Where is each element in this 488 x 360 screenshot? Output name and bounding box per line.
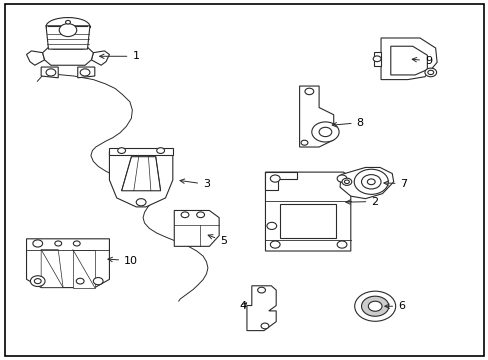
Circle shape — [46, 69, 56, 76]
Text: 9: 9 — [411, 56, 431, 66]
Circle shape — [73, 241, 80, 246]
Circle shape — [301, 140, 307, 145]
Text: 5: 5 — [208, 235, 226, 246]
Polygon shape — [280, 204, 335, 238]
Circle shape — [341, 178, 351, 185]
Polygon shape — [26, 51, 44, 65]
Text: 2: 2 — [345, 197, 378, 207]
Circle shape — [181, 212, 188, 218]
Circle shape — [76, 278, 84, 284]
Polygon shape — [174, 211, 219, 246]
Circle shape — [372, 56, 380, 62]
Circle shape — [80, 69, 90, 76]
Circle shape — [311, 122, 338, 142]
Polygon shape — [109, 151, 172, 207]
Polygon shape — [78, 67, 95, 78]
Circle shape — [261, 323, 268, 329]
Text: 7: 7 — [383, 179, 407, 189]
Circle shape — [366, 179, 374, 185]
Text: 3: 3 — [180, 179, 210, 189]
Polygon shape — [299, 86, 333, 147]
Polygon shape — [109, 148, 172, 155]
Text: 6: 6 — [384, 301, 404, 311]
Polygon shape — [41, 249, 63, 288]
Polygon shape — [390, 46, 427, 75]
Circle shape — [65, 21, 70, 24]
Circle shape — [319, 127, 331, 136]
Polygon shape — [373, 51, 380, 66]
Polygon shape — [246, 286, 276, 330]
Circle shape — [424, 68, 436, 77]
Polygon shape — [26, 239, 109, 288]
Circle shape — [59, 24, 77, 37]
Polygon shape — [41, 67, 58, 78]
Circle shape — [270, 175, 280, 182]
Circle shape — [118, 148, 125, 153]
Circle shape — [34, 279, 41, 284]
Polygon shape — [91, 51, 109, 65]
Circle shape — [336, 175, 346, 182]
Circle shape — [353, 169, 387, 194]
Circle shape — [367, 301, 381, 311]
Text: 4: 4 — [239, 301, 246, 311]
Polygon shape — [46, 26, 90, 49]
Polygon shape — [73, 249, 95, 288]
Circle shape — [344, 180, 348, 184]
Circle shape — [196, 212, 204, 218]
Circle shape — [427, 70, 433, 75]
Text: 8: 8 — [331, 118, 363, 128]
Polygon shape — [42, 47, 93, 65]
Circle shape — [136, 199, 146, 206]
Circle shape — [93, 278, 103, 285]
Text: 10: 10 — [108, 256, 138, 266]
Text: 1: 1 — [100, 51, 139, 61]
Circle shape — [30, 276, 45, 287]
Circle shape — [157, 148, 164, 153]
Polygon shape — [122, 157, 160, 191]
Circle shape — [361, 296, 388, 316]
Circle shape — [305, 88, 313, 95]
Circle shape — [33, 240, 42, 247]
Circle shape — [361, 175, 380, 189]
Polygon shape — [265, 172, 297, 190]
Polygon shape — [265, 172, 350, 251]
Circle shape — [336, 241, 346, 248]
Circle shape — [55, 241, 61, 246]
Polygon shape — [339, 167, 393, 199]
Circle shape — [257, 287, 265, 293]
Circle shape — [354, 291, 395, 321]
Polygon shape — [380, 38, 436, 80]
Circle shape — [266, 222, 276, 229]
Circle shape — [270, 241, 280, 248]
